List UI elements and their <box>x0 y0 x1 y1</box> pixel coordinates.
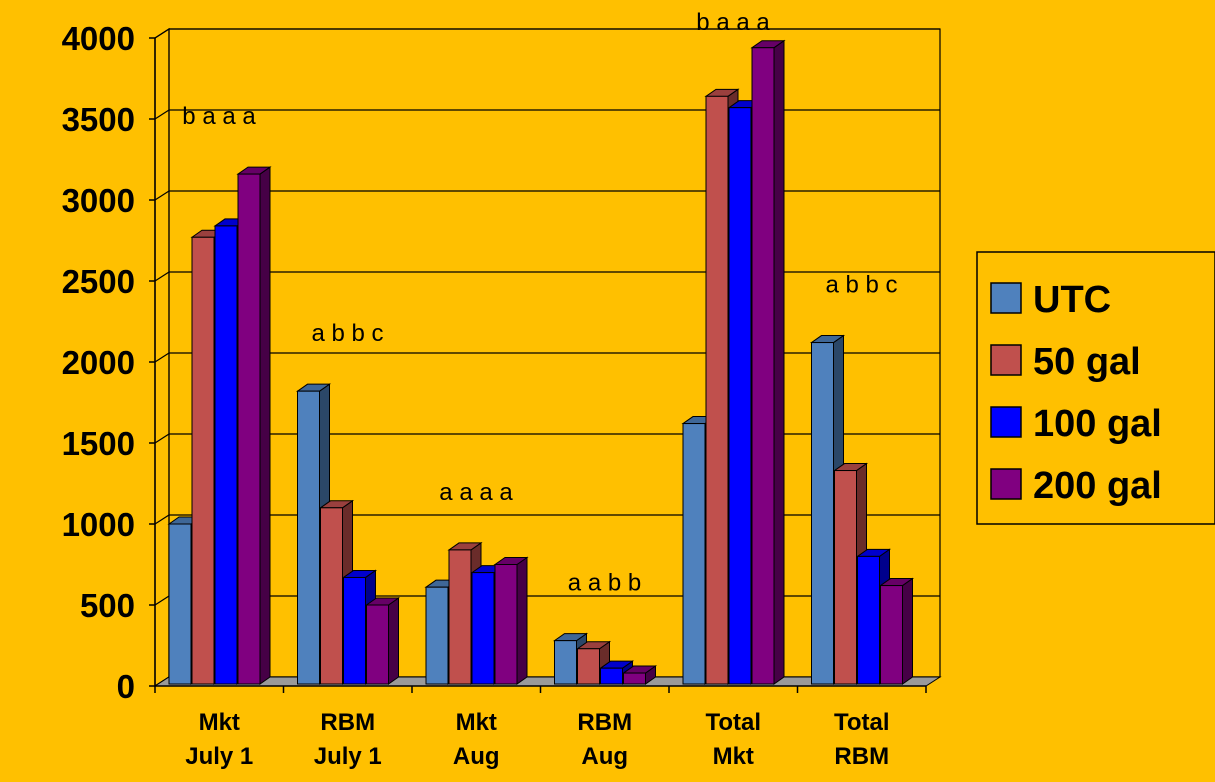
significance-annotation: a b b c <box>311 320 383 347</box>
bar-200-gal <box>621 665 658 685</box>
y-tick-label: 1500 <box>62 425 135 462</box>
y-tick-label: 2000 <box>62 344 135 381</box>
gridline-side <box>154 190 170 201</box>
gridline-side <box>154 514 170 525</box>
bar-front <box>237 173 261 685</box>
chart-labels: 0 500 1000 1500 2000 2500 3000 3500 4000 Mkt July … <box>62 9 898 770</box>
x-tick-label-line: Aug <box>453 743 500 770</box>
x-tick-label: Total RBM <box>834 709 890 770</box>
bar-front <box>600 667 623 685</box>
gridline-side <box>154 352 170 363</box>
bar-front <box>320 507 343 685</box>
bar-front <box>343 576 366 685</box>
legend-label: 50 gal <box>1033 341 1141 383</box>
y-tick-label: 2500 <box>62 263 135 300</box>
bar-front <box>494 564 518 685</box>
bar-100-gal <box>598 660 635 685</box>
x-tick-label-line: Mkt <box>713 743 754 770</box>
significance-annotation: a a b b <box>568 570 641 597</box>
y-tick-label: 0 <box>117 668 135 705</box>
legend-swatch <box>990 344 1022 376</box>
bar-front <box>857 555 880 685</box>
bar-front <box>705 95 729 685</box>
bar-front <box>366 604 389 685</box>
gridline-side <box>154 433 170 444</box>
bar-front <box>168 523 192 685</box>
bar-side <box>388 597 399 685</box>
x-tick-label-line: Mkt <box>199 709 240 736</box>
bar-front <box>880 585 903 685</box>
bar-front <box>577 648 600 685</box>
bar-front <box>425 586 449 685</box>
y-tick-label: 3500 <box>62 101 135 138</box>
chart-legend: UTC 50 gal 100 gal 200 gal <box>976 251 1215 525</box>
bar-front <box>682 423 706 685</box>
legend-label: UTC <box>1033 279 1111 321</box>
x-tick-label-line: RBM <box>577 709 632 736</box>
bar-200-gal <box>364 597 401 685</box>
x-tick-label-line: July 1 <box>185 743 253 770</box>
bar-front <box>623 672 646 685</box>
gridline-side <box>154 109 170 120</box>
x-tick-label: Mkt Aug <box>453 709 500 770</box>
bar-side <box>773 39 785 685</box>
gridline-side <box>154 595 170 606</box>
significance-annotation: a b b c <box>825 272 897 299</box>
chart-bars <box>167 39 915 685</box>
x-tick-label-line: July 1 <box>314 743 382 770</box>
significance-annotation: b a a a <box>696 9 770 36</box>
x-tick-label: RBM Aug <box>577 709 632 770</box>
legend-swatch <box>990 468 1022 500</box>
bar-side <box>259 166 271 685</box>
chart-axes <box>149 37 927 693</box>
x-tick-label-line: RBM <box>320 709 375 736</box>
x-tick-label-line: Aug <box>581 743 628 770</box>
x-tick-label-line: Mkt <box>456 709 497 736</box>
x-tick-label: RBM July 1 <box>314 709 382 770</box>
x-tick-label: Mkt July 1 <box>185 709 253 770</box>
x-tick-label: Total Mkt <box>705 709 761 770</box>
bar-front <box>811 342 834 685</box>
bar-200-gal <box>493 556 529 685</box>
legend-swatch <box>990 406 1022 438</box>
bar-200-gal <box>236 166 272 685</box>
bar-side <box>516 556 528 685</box>
bar-front <box>751 47 775 685</box>
bar-front <box>191 236 215 685</box>
legend-swatch <box>990 282 1022 314</box>
x-tick-label-line: Total <box>705 709 761 736</box>
gridline-side <box>154 28 170 39</box>
x-tick-label-line: Total <box>834 709 890 736</box>
legend-label: 200 gal <box>1033 465 1162 507</box>
y-tick-label: 1000 <box>62 506 135 543</box>
bar-front <box>834 470 857 685</box>
bar-front <box>554 640 577 685</box>
bar-front <box>728 107 752 685</box>
bar-front <box>471 572 495 685</box>
bar-front <box>448 549 472 685</box>
bar-side <box>902 577 913 685</box>
y-tick-label: 500 <box>80 587 135 624</box>
bar-200-gal <box>750 39 786 685</box>
y-tick-label: 4000 <box>62 20 135 57</box>
significance-annotation: a a a a <box>439 479 513 506</box>
x-tick-label-line: RBM <box>834 743 889 770</box>
bar-front <box>214 225 238 685</box>
bar-200-gal <box>878 577 915 685</box>
significance-annotation: b a a a <box>182 103 256 130</box>
bar-front <box>297 390 320 685</box>
legend-label: 100 gal <box>1033 403 1162 445</box>
gridline-side <box>154 271 170 282</box>
y-tick-label: 3000 <box>62 182 135 219</box>
